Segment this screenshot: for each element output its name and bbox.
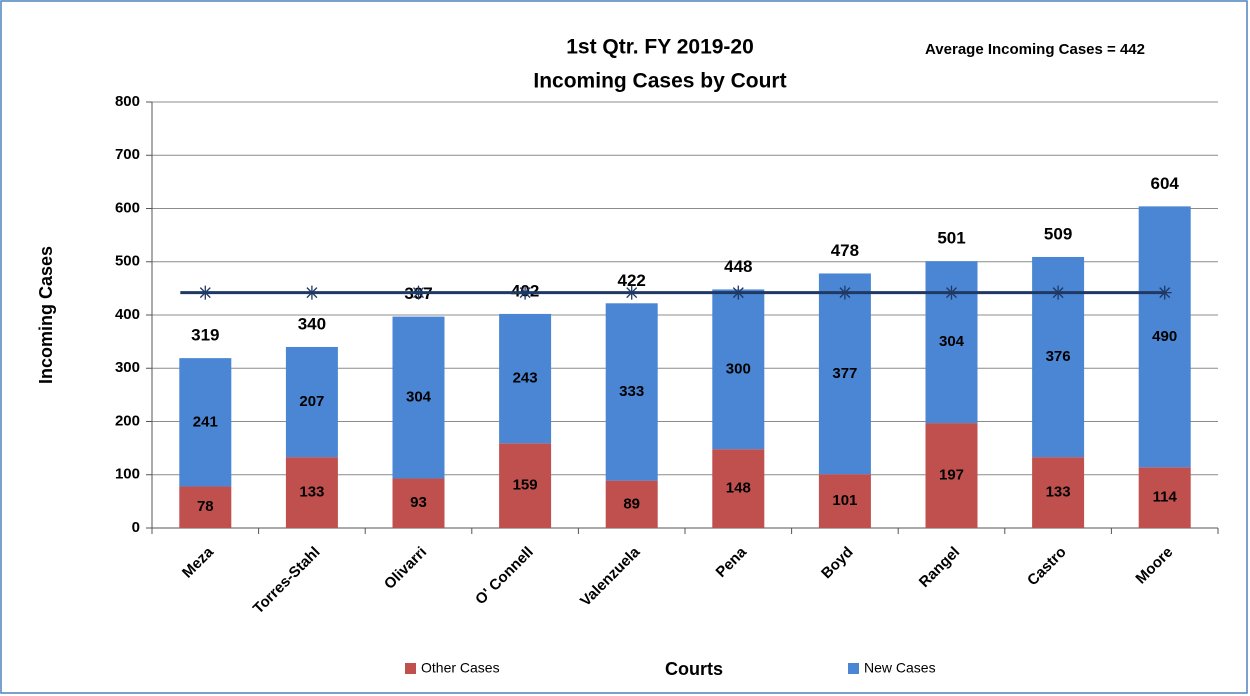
bar-segment	[499, 313, 552, 444]
average-marker	[411, 285, 426, 300]
average-marker	[304, 285, 319, 300]
value-label: 148	[726, 480, 751, 497]
bar-segment	[392, 316, 445, 479]
bar-segment	[605, 303, 658, 481]
y-tick-label: 0	[132, 519, 140, 536]
value-label: 243	[513, 370, 538, 387]
bar-segment	[285, 457, 338, 528]
value-label: 490	[1152, 328, 1177, 345]
value-label: 300	[726, 360, 751, 377]
value-label: 133	[299, 484, 324, 501]
value-label: 304	[939, 333, 965, 350]
y-tick-label: 100	[115, 466, 140, 483]
total-label: 478	[831, 241, 859, 260]
total-label: 604	[1151, 174, 1180, 193]
bar-segment	[1032, 457, 1085, 528]
total-label: 340	[298, 314, 326, 333]
value-label: 207	[299, 393, 324, 410]
total-label: 319	[191, 326, 219, 345]
value-label: 114	[1153, 489, 1178, 506]
y-tick-label: 400	[115, 306, 140, 323]
total-label: 501	[937, 229, 965, 248]
value-label: 376	[1046, 348, 1071, 365]
y-tick-label: 800	[115, 93, 140, 110]
average-marker	[944, 285, 959, 300]
bar-segment	[179, 358, 232, 487]
bar-segment	[285, 346, 338, 458]
annotation: Average Incoming Cases = 442	[925, 41, 1145, 58]
chart-title: Incoming Cases by Court	[533, 70, 786, 93]
chart-title: 1st Qtr. FY 2019-20	[566, 36, 754, 59]
average-marker	[837, 285, 852, 300]
bar-segment	[392, 478, 445, 528]
x-axis-label: Courts	[665, 659, 723, 679]
bar-segment	[925, 423, 978, 528]
value-label: 197	[939, 467, 964, 484]
bar-segment	[1138, 467, 1191, 528]
y-tick-label: 500	[115, 253, 140, 270]
value-label: 333	[619, 383, 644, 400]
legend-swatch	[848, 663, 859, 674]
value-label: 133	[1046, 484, 1071, 501]
value-label: 78	[197, 498, 214, 515]
y-tick-label: 600	[115, 199, 140, 216]
average-marker	[624, 285, 639, 300]
bar-segment	[818, 273, 871, 475]
value-label: 93	[410, 494, 427, 511]
total-label: 509	[1044, 224, 1072, 243]
value-label: 377	[832, 365, 857, 382]
y-tick-label: 300	[115, 359, 140, 376]
average-marker	[731, 285, 746, 300]
average-marker	[198, 285, 213, 300]
bar-segment	[1138, 206, 1191, 468]
value-label: 101	[832, 492, 857, 509]
bar-segment	[712, 289, 765, 450]
bar-segment	[179, 486, 232, 528]
legend-label: New Cases	[864, 660, 936, 676]
legend-label: Other Cases	[421, 660, 500, 676]
value-label: 159	[513, 477, 538, 494]
y-tick-label: 700	[115, 146, 140, 163]
y-axis-label: Incoming Cases	[36, 246, 56, 384]
average-marker	[1157, 285, 1172, 300]
bar-segment	[712, 449, 765, 528]
value-label: 89	[623, 495, 640, 512]
average-marker	[518, 285, 533, 300]
value-label: 304	[406, 389, 432, 406]
legend-swatch	[405, 663, 416, 674]
y-tick-label: 200	[115, 412, 140, 429]
bar-segment	[499, 443, 552, 528]
bar-segment	[818, 474, 871, 528]
total-label: 422	[618, 271, 646, 290]
total-label: 448	[724, 257, 752, 276]
value-label: 241	[193, 413, 218, 430]
average-marker	[1051, 285, 1066, 300]
bar-segment	[605, 480, 658, 528]
